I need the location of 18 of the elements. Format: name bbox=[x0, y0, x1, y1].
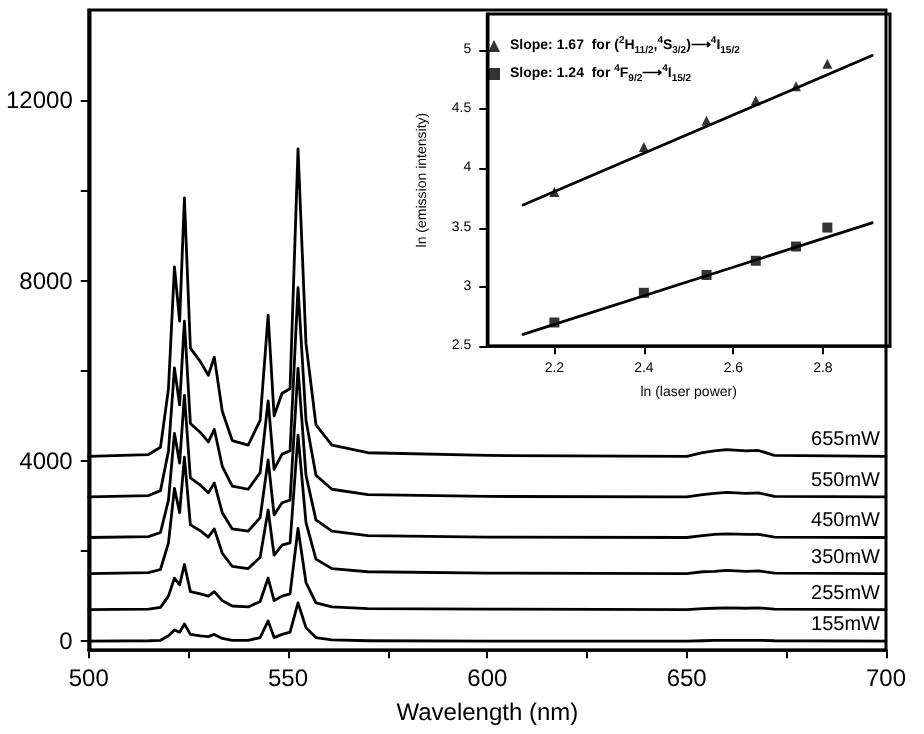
y-tick-label: 4000 bbox=[19, 446, 74, 475]
x-tick-label: 650 bbox=[666, 664, 708, 693]
series-label: 155mW bbox=[811, 614, 882, 637]
y-tick-label: 8000 bbox=[19, 266, 74, 295]
point bbox=[822, 222, 833, 233]
x-axis-title: Wavelength (nm) bbox=[396, 698, 579, 726]
x-tick-label: 600 bbox=[467, 664, 509, 693]
point bbox=[822, 58, 833, 69]
series-label: 255mW bbox=[811, 582, 882, 605]
series-label: 550mW bbox=[811, 469, 882, 492]
x-tick-label: 500 bbox=[68, 664, 110, 693]
y-tick-label: 0 bbox=[59, 627, 74, 656]
series-label: 655mW bbox=[811, 429, 882, 452]
y-tick-label: 12000 bbox=[5, 86, 74, 115]
x-tick-label: 700 bbox=[865, 664, 907, 693]
series-label: 450mW bbox=[811, 510, 882, 533]
x-tick-label: 550 bbox=[268, 664, 309, 693]
series-label: 350mW bbox=[811, 546, 882, 569]
